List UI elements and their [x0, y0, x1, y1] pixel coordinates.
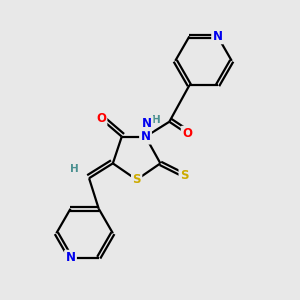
Text: N: N: [213, 30, 223, 43]
Text: N: N: [142, 117, 152, 130]
Text: O: O: [182, 127, 192, 140]
Text: N: N: [140, 130, 151, 143]
Text: N: N: [65, 251, 76, 264]
Text: H: H: [152, 115, 160, 125]
Text: S: S: [180, 169, 188, 182]
Text: O: O: [96, 112, 106, 125]
Text: H: H: [70, 164, 79, 174]
Text: S: S: [132, 173, 141, 186]
